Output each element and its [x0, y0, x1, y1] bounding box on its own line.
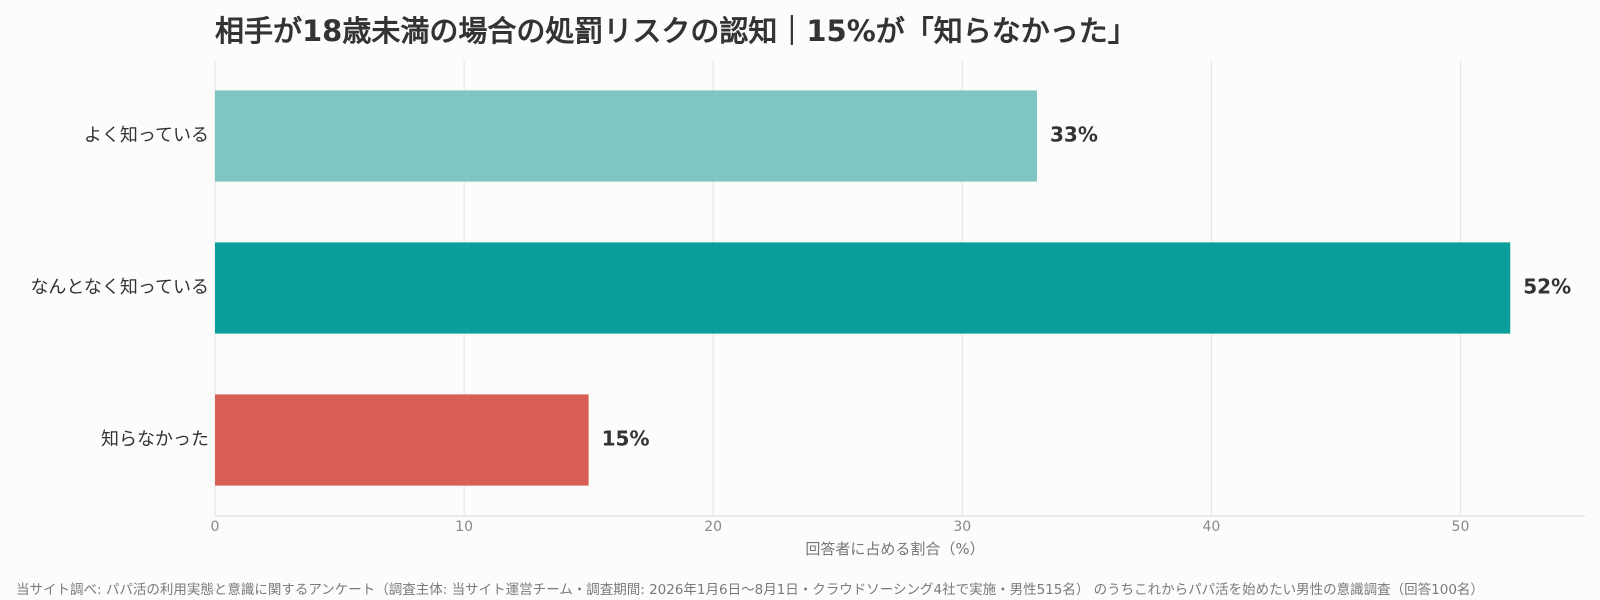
- x-tick-label: 10: [455, 519, 473, 535]
- bar: [215, 394, 589, 486]
- x-tick-label: 30: [953, 519, 971, 535]
- x-tick-label: 20: [704, 519, 722, 535]
- category-label: なんとなく知っている: [30, 277, 209, 298]
- source-footnote: 当サイト調べ: パパ活の利用実態と意識に関するアンケート（調査主体: 当サイト運…: [16, 582, 1484, 598]
- x-tick-label: 40: [1202, 519, 1220, 535]
- x-tick-label: 0: [211, 519, 220, 535]
- value-label: 52%: [1523, 275, 1571, 299]
- bars: [215, 90, 1511, 486]
- x-tick-label: 50: [1452, 519, 1470, 535]
- category-label: 知らなかった: [101, 429, 209, 450]
- bar: [215, 242, 1511, 334]
- chart-title: 相手が18歳未満の場合の処罰リスクの認知｜15%が「知らなかった」: [215, 14, 1137, 48]
- value-label: 15%: [602, 427, 650, 451]
- value-label: 33%: [1050, 123, 1098, 147]
- bar: [215, 90, 1037, 182]
- x-axis-title: 回答者に占める割合（%）: [805, 540, 984, 558]
- labels: 0 10 20 30 40 50 よく知っている 33% なんとなく知っている 52% 知らなかった…: [30, 123, 1571, 536]
- category-label: よく知っている: [84, 125, 209, 146]
